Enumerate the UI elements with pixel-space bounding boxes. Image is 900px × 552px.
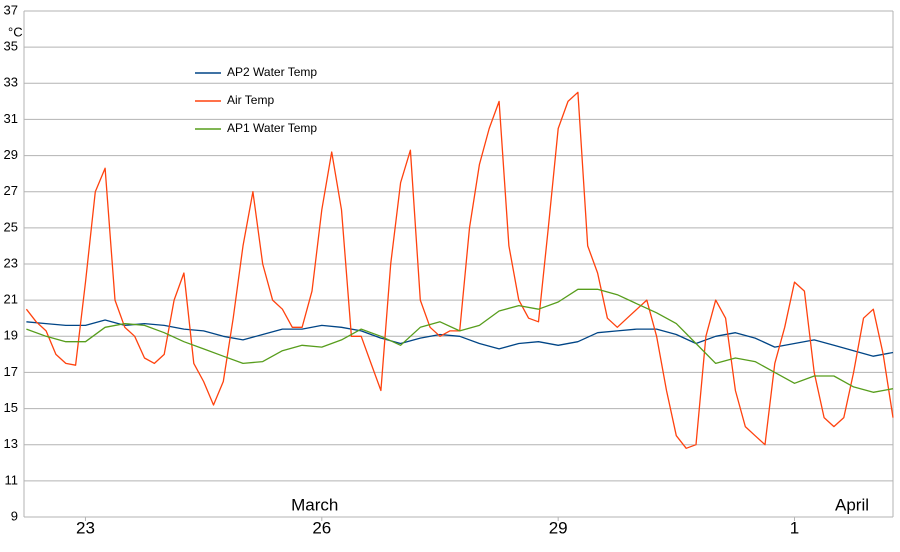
x-tick-label: 23	[76, 518, 95, 537]
y-unit: °C	[8, 24, 23, 39]
legend-label: Air Temp	[227, 93, 274, 107]
x-tick-label: 1	[790, 518, 799, 537]
y-tick-label: 15	[4, 400, 18, 415]
y-tick-label: 31	[4, 111, 18, 126]
y-tick-label: 13	[4, 436, 18, 451]
y-tick-label: 21	[4, 292, 18, 307]
y-tick-label: 17	[4, 364, 18, 379]
y-tick-label: 23	[4, 255, 18, 270]
y-tick-label: 19	[4, 328, 18, 343]
x-tick-label: 26	[312, 518, 331, 537]
x-tick-label: 29	[549, 518, 568, 537]
y-tick-label: 29	[4, 147, 18, 162]
series-line	[26, 288, 894, 393]
y-tick-label: 35	[4, 39, 18, 54]
y-tick-label: 25	[4, 219, 18, 234]
month-label: March	[291, 495, 338, 514]
y-tick-label: 9	[11, 508, 18, 523]
y-tick-label: 33	[4, 75, 18, 90]
legend-label: AP1 Water Temp	[227, 121, 317, 135]
legend-label: AP2 Water Temp	[227, 65, 317, 79]
month-label: April	[835, 495, 869, 514]
y-tick-label: 27	[4, 183, 18, 198]
y-tick-label: 37	[4, 2, 18, 17]
y-tick-label: 11	[5, 472, 19, 487]
series-line	[26, 319, 894, 357]
